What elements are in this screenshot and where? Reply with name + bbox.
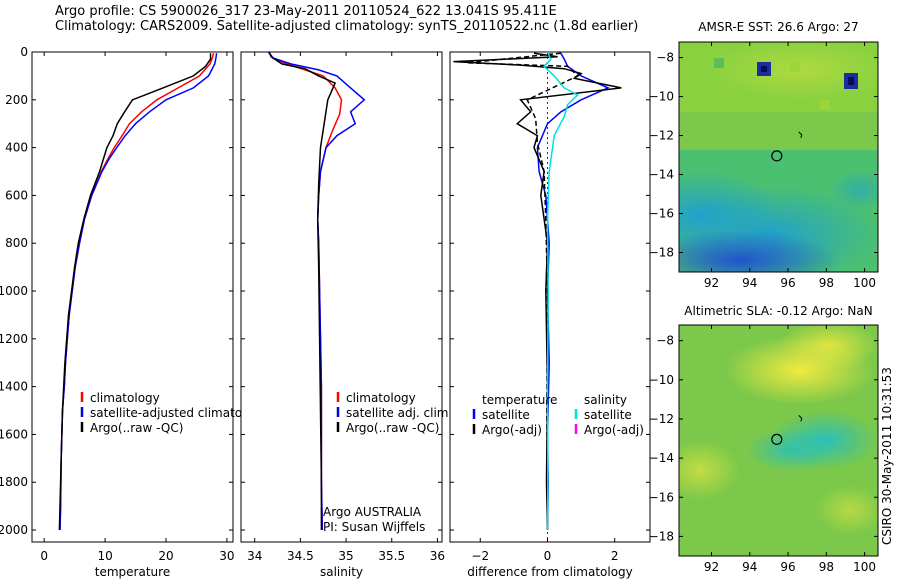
legend-label: satellite adj. clim. <box>346 406 452 420</box>
y-tick-label: 400 <box>5 141 28 155</box>
x-tick-label: 20 <box>158 549 173 563</box>
series-group <box>453 52 622 531</box>
y-tick-label: 800 <box>5 236 28 250</box>
annotation-line: PI: Susan Wijffels <box>323 520 425 534</box>
legend-label: climatology <box>346 391 416 405</box>
figure-title-line1: Argo profile: CS 5900026_317 23-May-2011… <box>55 4 557 19</box>
y-tick-label: 0 <box>20 45 28 59</box>
x-tick-label: 92 <box>704 276 719 290</box>
x-tick-label: 92 <box>704 560 719 574</box>
x-tick-label: 94 <box>742 560 757 574</box>
y-tick-label: 1400 <box>0 380 28 394</box>
y-tick-label: −12 <box>649 412 674 426</box>
series-line-3 <box>58 53 212 531</box>
legend-label: satellite <box>482 408 530 422</box>
x-axis-label: temperature <box>95 565 170 579</box>
float-track <box>798 414 803 422</box>
x-tick-label: 34.5 <box>287 549 314 563</box>
x-tick-label: 98 <box>819 560 834 574</box>
figure-title-line2: Climatology: CARS2009. Satellite-adjuste… <box>55 19 639 34</box>
sst-map: AMSR-E SST: 26.6 Argo: 27 92 94 96 98 100 −8 −1… <box>649 20 879 290</box>
series-group <box>267 52 366 531</box>
y-tick-label: −16 <box>649 207 674 221</box>
y-tick-label: −14 <box>649 451 674 465</box>
y-tick-label: −12 <box>649 129 674 143</box>
x-tick-label: 96 <box>780 560 795 574</box>
x-axis-label: salinity <box>320 565 363 579</box>
legend-label: temperature <box>482 393 557 407</box>
x-tick-label: 36 <box>430 549 445 563</box>
plot-frame <box>31 51 234 543</box>
x-axis-label: difference from climatology <box>467 565 633 579</box>
x-tick-label: 35.5 <box>378 549 405 563</box>
y-tick-label: −10 <box>649 90 674 104</box>
series-group <box>58 53 218 531</box>
y-tick-label: −18 <box>649 529 674 543</box>
profile-panel-3: −2 0 2 difference from climatology temperatu… <box>449 51 651 579</box>
legend: temperaturesatelliteArgo(-adj)salinitysa… <box>472 393 644 437</box>
legend-label: Argo(-adj) <box>584 423 644 437</box>
map-title: Altimetric SLA: -0.12 Argo: NaN <box>684 304 872 318</box>
x-tick-label: 100 <box>853 276 876 290</box>
y-tick-label: −10 <box>649 373 674 387</box>
map-frame <box>678 324 879 557</box>
y-tick-label: −8 <box>656 334 674 348</box>
series-line-2 <box>267 52 366 531</box>
series-line-4 <box>543 52 579 531</box>
x-tick-label: 35 <box>338 549 353 563</box>
x-tick-label: 30 <box>219 549 234 563</box>
x-tick-label: −2 <box>471 549 489 563</box>
y-tick-label: −14 <box>649 168 674 182</box>
x-tick-label: 2 <box>611 549 619 563</box>
profile-panel-1: 0 10 20 30 0 200 400 600 800 1000 1200 1400 1600 1800… <box>0 45 268 579</box>
series-line-3 <box>268 52 337 530</box>
sla-map: Altimetric SLA: -0.12 Argo: NaN 92 94 96 98 1… <box>649 304 879 574</box>
y-tick-label: 200 <box>5 93 28 107</box>
legend-label: Argo(..raw -QC) <box>90 421 183 435</box>
annotation-line: Argo AUSTRALIA <box>323 505 422 519</box>
x-tick-label: 34 <box>247 549 262 563</box>
series-line-3 <box>466 52 580 531</box>
y-tick-label: −8 <box>656 51 674 65</box>
y-tick-label: 1800 <box>0 475 28 489</box>
legend-label: satellite <box>584 408 632 422</box>
x-tick-label: 10 <box>97 549 112 563</box>
y-tick-label: 1200 <box>0 332 28 346</box>
legend-label: salinity <box>584 393 627 407</box>
legend-label: Argo(-adj) <box>482 423 542 437</box>
y-tick-label: −18 <box>649 246 674 260</box>
y-tick-label: 2000 <box>0 523 28 537</box>
legend-label: climatology <box>90 391 160 405</box>
plot-frame <box>240 51 443 543</box>
series-line-2 <box>453 52 622 531</box>
argo-position-marker <box>771 150 783 162</box>
legend-label: Argo(..raw -QC) <box>346 421 439 435</box>
x-tick-label: 98 <box>819 276 834 290</box>
plot-frame <box>449 51 651 543</box>
x-tick-label: 100 <box>853 560 876 574</box>
x-tick-label: 0 <box>544 549 552 563</box>
x-tick-label: 0 <box>40 549 48 563</box>
argo-position-marker <box>771 433 783 445</box>
legend-label: satellite-adjusted climatology <box>90 406 268 420</box>
y-tick-label: 1000 <box>0 284 28 298</box>
y-tick-label: 600 <box>5 188 28 202</box>
map-frame <box>678 41 879 273</box>
y-tick-label: 1600 <box>0 427 28 441</box>
profile-panel-2: 34 34.5 35 35.5 36 salinity climatologysatelli… <box>240 51 452 579</box>
x-tick-label: 96 <box>780 276 795 290</box>
y-tick-label: −16 <box>649 490 674 504</box>
map-title: AMSR-E SST: 26.6 Argo: 27 <box>698 20 858 34</box>
x-tick-label: 94 <box>742 276 757 290</box>
float-track <box>798 131 803 139</box>
